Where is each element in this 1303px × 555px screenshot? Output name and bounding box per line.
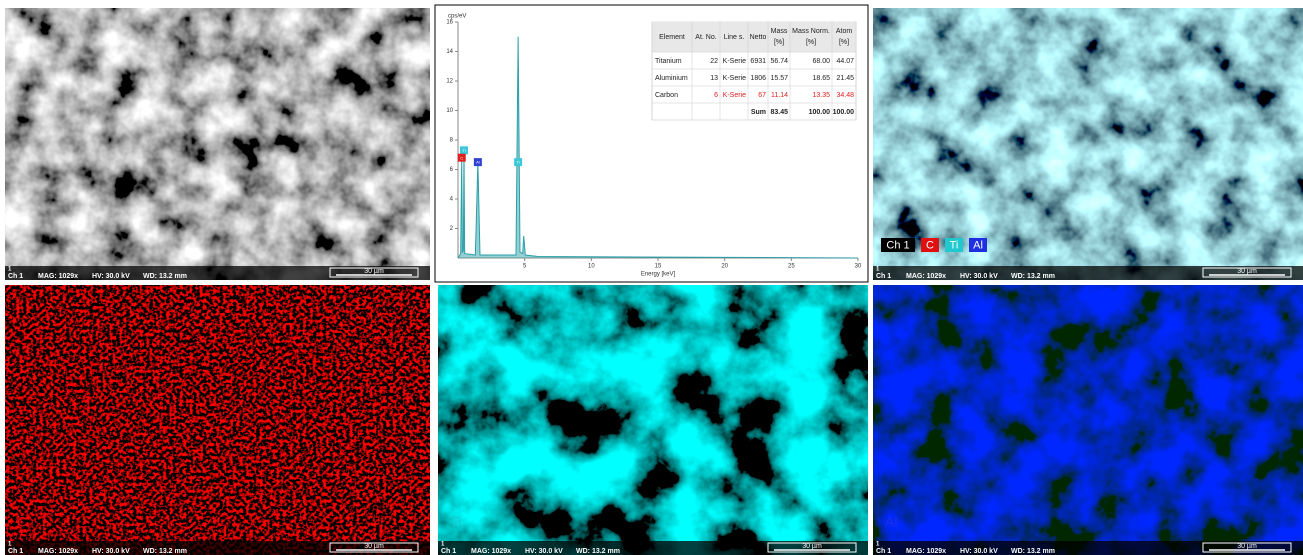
table-header-line: [%] — [806, 39, 816, 46]
table-cell: 18.65 — [812, 75, 830, 82]
peak-label: Al — [476, 160, 480, 165]
element-label: Ti — [450, 514, 461, 530]
table-header-line: Atom — [836, 28, 853, 35]
element-label: C — [17, 514, 27, 530]
scale-label: 30 µm — [1237, 543, 1257, 550]
table-cell: K-Serie — [723, 92, 746, 99]
table-cell: 11.14 — [771, 92, 788, 99]
table-cell: K-Serie — [723, 75, 746, 82]
footer-hv: HV: 30.0 kV — [960, 273, 998, 280]
footer-mag: MAG: 1029x — [38, 548, 78, 555]
table-header: Line s. — [724, 34, 745, 41]
footer-mag: MAG: 1029x — [906, 273, 946, 280]
legend-label: Al — [973, 239, 983, 251]
scale-label: 30 µm — [364, 268, 384, 275]
element-label: Al — [885, 514, 897, 530]
y-tick-label: 14 — [446, 49, 453, 55]
footer-mag: MAG: 1029x — [38, 273, 78, 280]
table-cell: 15.57 — [770, 75, 788, 82]
table-cell: 100.00 — [809, 109, 831, 116]
table-cell: Sum — [751, 109, 766, 116]
x-tick-label: 30 — [855, 264, 862, 270]
table-header-line: [%] — [839, 39, 849, 46]
table-cell: 68.00 — [812, 58, 830, 65]
table-cell: Aluminium — [655, 75, 688, 82]
footer-mag: MAG: 1029x — [471, 548, 511, 555]
footer-channel: Ch 1 — [441, 548, 456, 555]
table-header-line: [%] — [774, 39, 784, 46]
y-axis-label: cps/eV — [448, 14, 466, 20]
scale-label: 30 µm — [364, 543, 384, 550]
x-tick-label: 25 — [788, 264, 795, 270]
footer-wd: WD: 13.2 mm — [143, 273, 187, 280]
table-cell: 67 — [758, 92, 766, 99]
table-header: Netto — [750, 34, 767, 41]
y-tick-label: 16 — [446, 20, 453, 26]
footer-wd: WD: 13.2 mm — [143, 548, 187, 555]
legend-label: Ti — [950, 239, 959, 251]
table-cell: 1806 — [750, 75, 766, 82]
table-header-line: Mass — [771, 28, 788, 35]
y-tick-label: 10 — [446, 108, 453, 114]
footer-mag: MAG: 1029x — [906, 548, 946, 555]
footer-channel: Ch 1 — [876, 548, 891, 555]
footer-wd: WD: 13.2 mm — [576, 548, 620, 555]
table-cell: 100.00 — [833, 109, 855, 116]
micrograph — [5, 285, 430, 555]
footer-hv: HV: 30.0 kV — [92, 548, 130, 555]
table-cell: 22 — [710, 58, 718, 65]
footer-hv: HV: 30.0 kV — [92, 273, 130, 280]
micrograph — [873, 285, 1303, 555]
table-cell: 13 — [710, 75, 718, 82]
legend-label: C — [926, 239, 934, 251]
y-tick-label: 12 — [446, 79, 453, 85]
table-cell: 83.45 — [770, 109, 788, 116]
table-cell: K-Serie — [723, 58, 746, 65]
footer-wd: WD: 13.2 mm — [1011, 548, 1055, 555]
footer-channel: Ch 1 — [876, 273, 891, 280]
x-tick-label: 20 — [721, 264, 728, 270]
footer-channel: Ch 1 — [8, 273, 23, 280]
x-tick-label: 15 — [655, 264, 662, 270]
x-tick-label: 10 — [588, 264, 595, 270]
table-cell: 56.74 — [770, 58, 788, 65]
table-cell: Titanium — [655, 58, 682, 65]
footer-hv: HV: 30.0 kV — [960, 548, 998, 555]
x-axis-label: Energy [keV] — [641, 272, 676, 278]
micrograph — [438, 285, 868, 555]
table-cell: Carbon — [655, 92, 678, 99]
legend-label: Ch 1 — [886, 239, 909, 251]
peak-label: Ti — [517, 160, 520, 165]
table-cell: 21.45 — [836, 75, 854, 82]
scale-label: 30 µm — [802, 543, 822, 550]
table-header-line: Mass Norm. — [792, 28, 830, 35]
table-cell: 6931 — [750, 58, 766, 65]
peak-label: Ti — [462, 148, 465, 153]
footer-hv: HV: 30.0 kV — [525, 548, 563, 555]
footer-wd: WD: 13.2 mm — [1011, 273, 1055, 280]
table-cell: 34.48 — [836, 92, 854, 99]
table-cell: 13.35 — [812, 92, 830, 99]
scale-label: 30 µm — [1237, 268, 1257, 275]
table-header: Element — [659, 34, 685, 41]
micrograph — [5, 8, 430, 280]
figure: 1Ch 1MAG: 1029xHV: 30.0 kVWD: 13.2 mm30 … — [0, 0, 1303, 555]
table-header: At. No. — [695, 34, 716, 41]
table-cell: 44.07 — [836, 58, 854, 65]
footer-channel: Ch 1 — [8, 548, 23, 555]
table-cell: 6 — [714, 92, 718, 99]
peak-label: C — [460, 155, 463, 160]
